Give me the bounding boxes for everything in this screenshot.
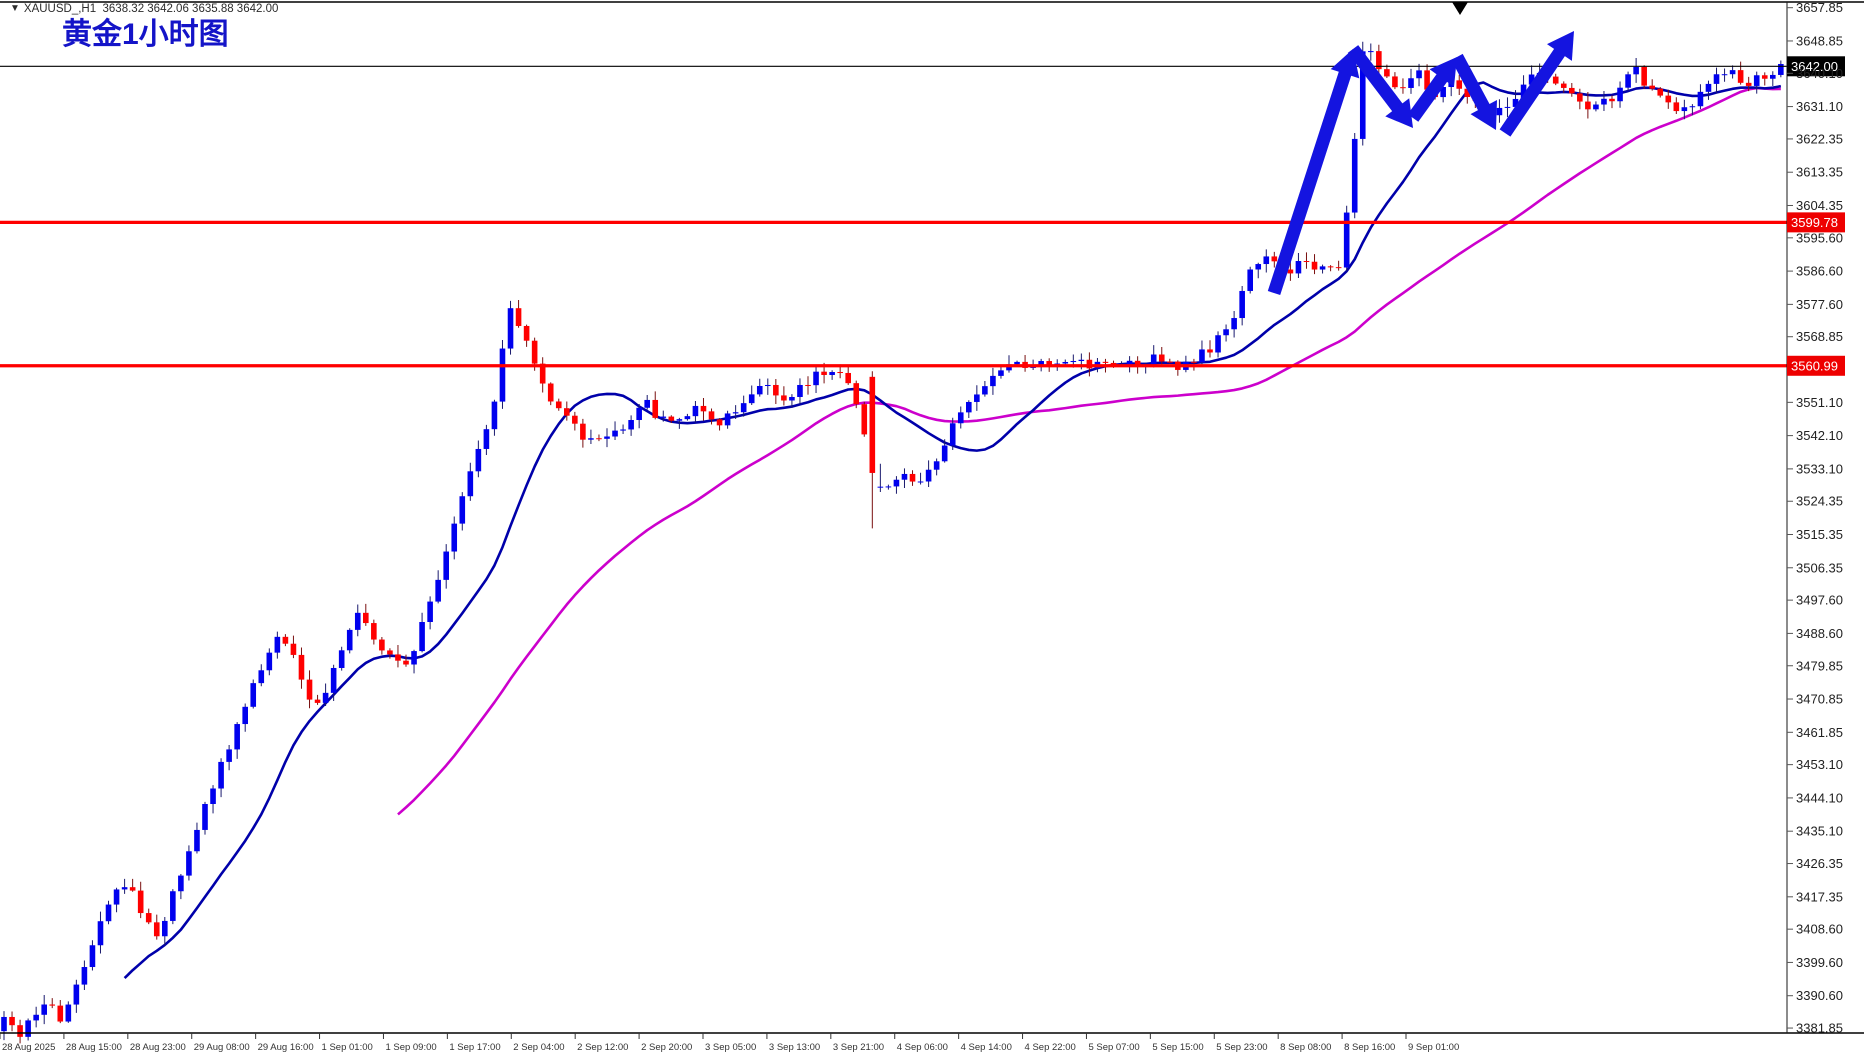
svg-text:2 Sep 12:00: 2 Sep 12:00 [577,1042,628,1053]
svg-text:29 Aug 08:00: 29 Aug 08:00 [194,1042,250,1053]
svg-text:3515.35: 3515.35 [1796,527,1843,542]
svg-text:3453.10: 3453.10 [1796,757,1843,772]
svg-text:3577.60: 3577.60 [1796,297,1843,312]
svg-text:3568.85: 3568.85 [1796,329,1843,344]
svg-text:3399.60: 3399.60 [1796,955,1843,970]
svg-text:3488.60: 3488.60 [1796,626,1843,641]
svg-text:8 Sep 08:00: 8 Sep 08:00 [1280,1042,1331,1053]
svg-text:5 Sep 23:00: 5 Sep 23:00 [1216,1042,1267,1053]
svg-text:3390.60: 3390.60 [1796,988,1843,1003]
svg-text:3604.35: 3604.35 [1796,198,1843,213]
svg-text:3640.10: 3640.10 [1796,66,1843,81]
svg-text:3551.10: 3551.10 [1796,395,1843,410]
svg-text:3599.78: 3599.78 [1791,215,1838,230]
svg-text:1 Sep 17:00: 1 Sep 17:00 [449,1042,500,1053]
svg-text:4 Sep 06:00: 4 Sep 06:00 [897,1042,948,1053]
svg-text:3444.10: 3444.10 [1796,790,1843,805]
svg-text:3506.35: 3506.35 [1796,560,1843,575]
svg-text:3408.60: 3408.60 [1796,922,1843,937]
svg-text:3381.85: 3381.85 [1796,1021,1843,1036]
svg-text:28 Aug 15:00: 28 Aug 15:00 [66,1042,122,1053]
svg-text:3 Sep 21:00: 3 Sep 21:00 [833,1042,884,1053]
svg-text:3542.10: 3542.10 [1796,428,1843,443]
svg-text:3586.60: 3586.60 [1796,264,1843,279]
svg-text:28 Aug 23:00: 28 Aug 23:00 [130,1042,186,1053]
svg-text:3426.35: 3426.35 [1796,856,1843,871]
svg-text:3657.85: 3657.85 [1796,0,1843,15]
svg-text:4 Sep 22:00: 4 Sep 22:00 [1025,1042,1076,1053]
svg-text:3479.85: 3479.85 [1796,658,1843,673]
svg-text:3 Sep 05:00: 3 Sep 05:00 [705,1042,756,1053]
svg-text:3497.60: 3497.60 [1796,593,1843,608]
svg-text:4 Sep 14:00: 4 Sep 14:00 [961,1042,1012,1053]
svg-text:3595.60: 3595.60 [1796,230,1843,245]
svg-text:3533.10: 3533.10 [1796,461,1843,476]
svg-text:3648.85: 3648.85 [1796,33,1843,48]
svg-text:3631.10: 3631.10 [1796,99,1843,114]
svg-text:3461.85: 3461.85 [1796,725,1843,740]
svg-text:3435.10: 3435.10 [1796,824,1843,839]
svg-text:29 Aug 16:00: 29 Aug 16:00 [258,1042,314,1053]
svg-text:5 Sep 07:00: 5 Sep 07:00 [1088,1042,1139,1053]
svg-text:2 Sep 04:00: 2 Sep 04:00 [513,1042,564,1053]
svg-text:3560.99: 3560.99 [1791,358,1838,373]
svg-text:1 Sep 09:00: 1 Sep 09:00 [385,1042,436,1053]
svg-text:3524.35: 3524.35 [1796,494,1843,509]
svg-text:2 Sep 20:00: 2 Sep 20:00 [641,1042,692,1053]
svg-text:5 Sep 15:00: 5 Sep 15:00 [1152,1042,1203,1053]
svg-text:3613.35: 3613.35 [1796,165,1843,180]
svg-text:3470.85: 3470.85 [1796,692,1843,707]
svg-text:9 Sep 01:00: 9 Sep 01:00 [1408,1042,1459,1053]
svg-text:28 Aug 2025: 28 Aug 2025 [2,1042,55,1053]
svg-text:3 Sep 13:00: 3 Sep 13:00 [769,1042,820,1053]
svg-text:3417.35: 3417.35 [1796,889,1843,904]
svg-text:3622.35: 3622.35 [1796,131,1843,146]
svg-text:1 Sep 01:00: 1 Sep 01:00 [322,1042,373,1053]
svg-text:8 Sep 16:00: 8 Sep 16:00 [1344,1042,1395,1053]
